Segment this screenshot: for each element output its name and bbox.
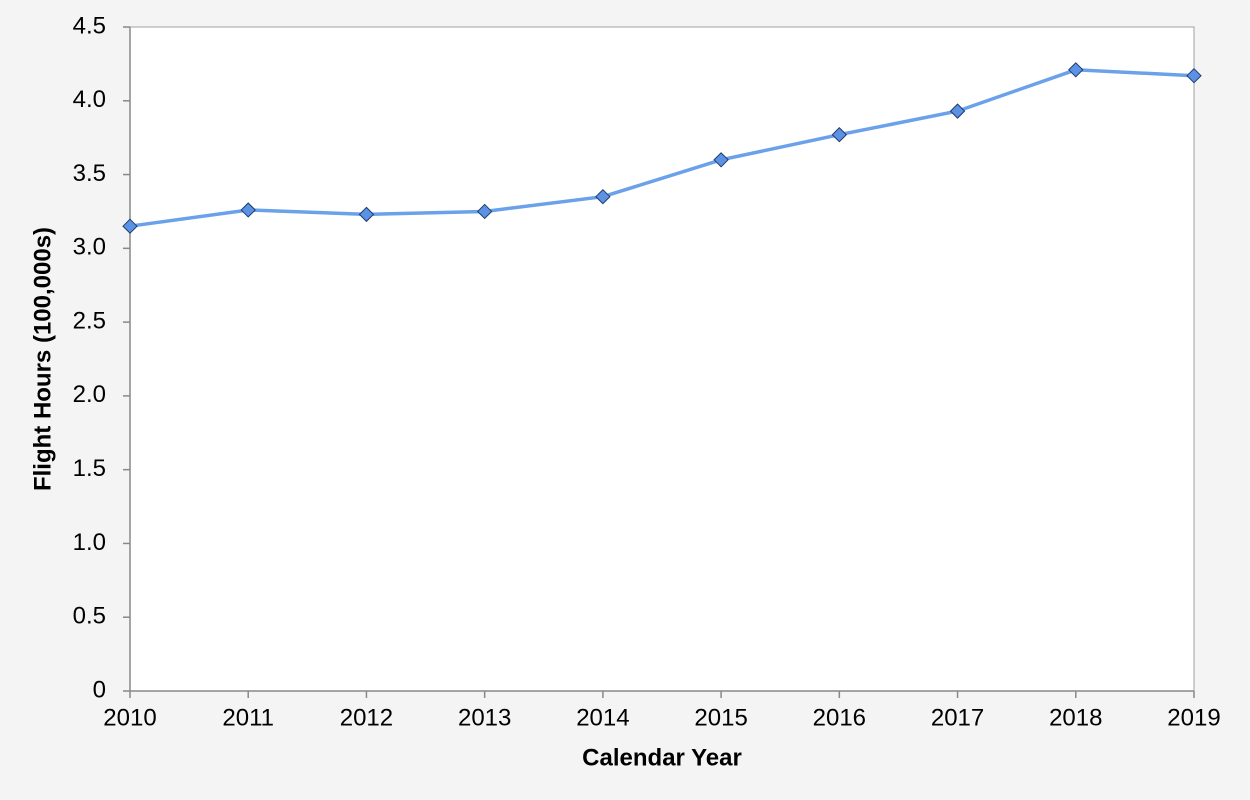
y-tick-label: 3.5 (73, 160, 106, 187)
plot-area (129, 26, 1195, 692)
x-tick-label: 2016 (813, 704, 866, 731)
y-tick-label: 1.5 (73, 455, 106, 482)
marker (595, 188, 611, 205)
marker (122, 218, 138, 234)
x-tick-label: 2012 (340, 704, 393, 731)
x-tick-label: 2015 (694, 704, 747, 731)
y-axis-title: Flight Hours (100,000s) (29, 227, 56, 491)
x-tick-label: 2010 (103, 704, 156, 731)
x-tick-label: 2013 (458, 704, 511, 731)
line (129, 68, 1195, 228)
x-tick-label: 2014 (576, 704, 629, 731)
marker (358, 206, 375, 223)
x-tick-label: 2017 (931, 704, 984, 731)
x-axis-title: Calendar Year (582, 744, 742, 771)
y-tick-label: 4.5 (73, 12, 106, 39)
y-tick-label: 0.5 (73, 603, 106, 630)
marker (713, 152, 729, 168)
y-tick-label: 0 (93, 676, 106, 703)
marker (1068, 62, 1084, 78)
marker (831, 127, 848, 143)
y-tick-label: 1.0 (73, 529, 106, 556)
y-tick-label: 2.0 (73, 381, 106, 408)
marker (949, 103, 966, 119)
x-tick-label: 2011 (222, 704, 274, 731)
y-tick-label: 3.0 (73, 234, 106, 261)
marker (240, 202, 256, 218)
x-tick-label: 2018 (1049, 704, 1102, 731)
marker (476, 203, 493, 220)
y-tick-label: 4.0 (73, 86, 106, 113)
y-tick-label: 2.5 (73, 307, 106, 334)
x-tick-label: 2019 (1167, 704, 1220, 731)
marker (1186, 67, 1202, 84)
